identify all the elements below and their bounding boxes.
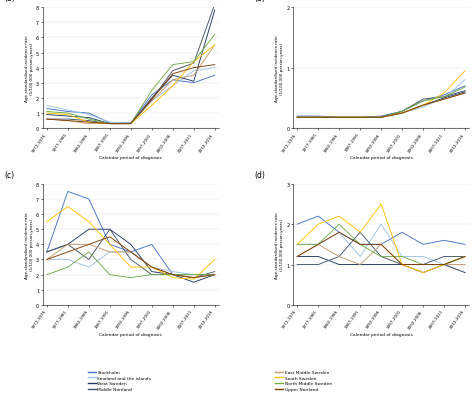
Y-axis label: Age-standardised incidence rate
(1/100 000 person-years): Age-standardised incidence rate (1/100 0… <box>25 211 34 278</box>
Y-axis label: Age-standardised incidence rate
(1/100 000 person-years): Age-standardised incidence rate (1/100 0… <box>25 35 34 102</box>
Text: (b): (b) <box>254 0 265 3</box>
Text: (d): (d) <box>254 171 265 179</box>
X-axis label: Calendar period of diagnosis: Calendar period of diagnosis <box>350 332 412 336</box>
Y-axis label: Age-standardised incidence rate
(1/100 000 person-years): Age-standardised incidence rate (1/100 0… <box>275 211 284 278</box>
Text: (a): (a) <box>4 0 15 3</box>
Legend: East Middle Sweden, South Sweden, North Middle Sweden, Upper Norrland: East Middle Sweden, South Sweden, North … <box>275 370 332 391</box>
X-axis label: Calendar period of diagnosis: Calendar period of diagnosis <box>350 156 412 160</box>
X-axis label: Calendar period of diagnosis: Calendar period of diagnosis <box>100 332 162 336</box>
X-axis label: Calendar period of diagnosis: Calendar period of diagnosis <box>100 156 162 160</box>
Text: (c): (c) <box>4 171 14 179</box>
Y-axis label: Age-standardised incidence rate
(1/100 000 person-years): Age-standardised incidence rate (1/100 0… <box>275 35 284 102</box>
